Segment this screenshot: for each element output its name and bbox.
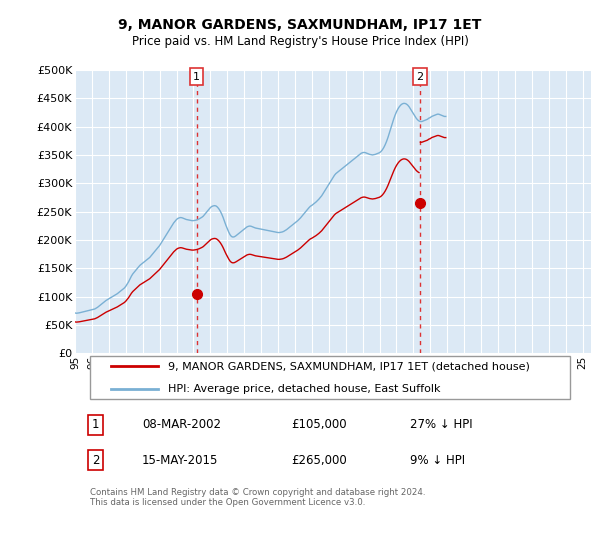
Text: 1: 1 xyxy=(193,72,200,82)
Text: Price paid vs. HM Land Registry's House Price Index (HPI): Price paid vs. HM Land Registry's House … xyxy=(131,35,469,49)
Text: 9% ↓ HPI: 9% ↓ HPI xyxy=(410,454,466,466)
Text: 9, MANOR GARDENS, SAXMUNDHAM, IP17 1ET (detached house): 9, MANOR GARDENS, SAXMUNDHAM, IP17 1ET (… xyxy=(168,361,530,371)
Text: Contains HM Land Registry data © Crown copyright and database right 2024.
This d: Contains HM Land Registry data © Crown c… xyxy=(91,488,426,507)
Text: £265,000: £265,000 xyxy=(292,454,347,466)
Text: 9, MANOR GARDENS, SAXMUNDHAM, IP17 1ET: 9, MANOR GARDENS, SAXMUNDHAM, IP17 1ET xyxy=(118,18,482,32)
Text: 2: 2 xyxy=(416,72,423,82)
Text: 27% ↓ HPI: 27% ↓ HPI xyxy=(410,418,473,431)
Text: 1: 1 xyxy=(92,418,100,431)
Text: HPI: Average price, detached house, East Suffolk: HPI: Average price, detached house, East… xyxy=(168,384,440,394)
Text: 2: 2 xyxy=(92,454,100,466)
Text: 15-MAY-2015: 15-MAY-2015 xyxy=(142,454,218,466)
Text: £105,000: £105,000 xyxy=(292,418,347,431)
Text: 08-MAR-2002: 08-MAR-2002 xyxy=(142,418,221,431)
FancyBboxPatch shape xyxy=(91,356,571,399)
